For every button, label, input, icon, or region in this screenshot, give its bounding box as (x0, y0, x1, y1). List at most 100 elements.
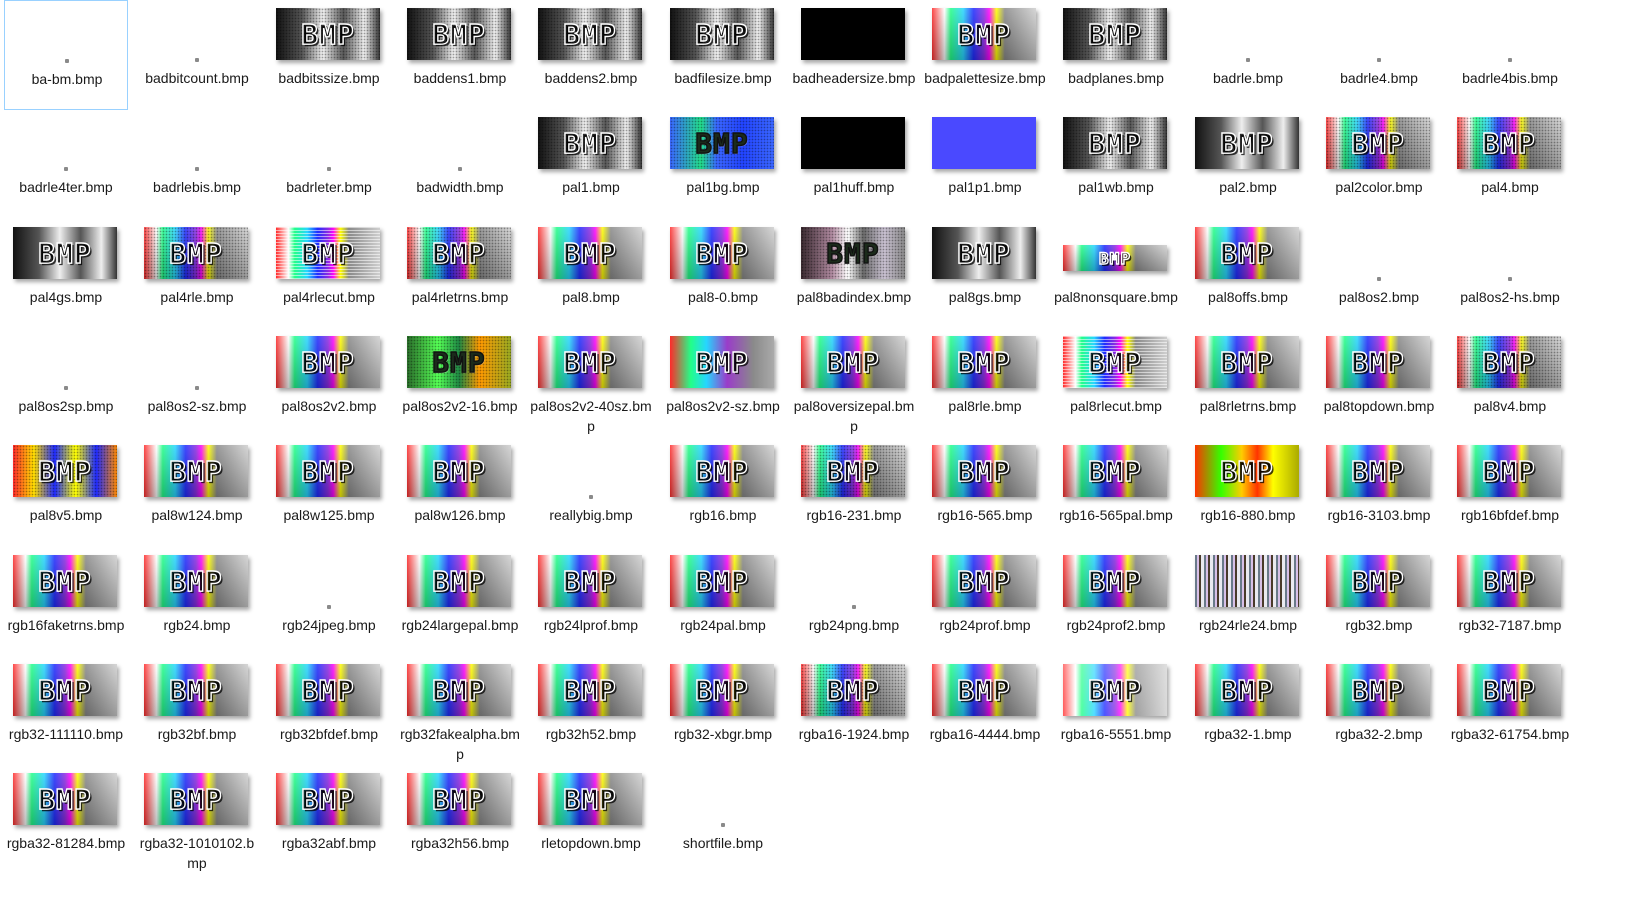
file-item[interactable]: BMP rgb32h52.bmp (529, 656, 653, 766)
file-item[interactable]: BMP rgb24lprof.bmp (529, 547, 653, 657)
file-item[interactable]: BMP badfilesize.bmp (661, 0, 785, 110)
file-item[interactable]: BMP rgb24.bmp (135, 547, 259, 657)
file-item[interactable]: BMP rgba32h56.bmp (398, 765, 522, 875)
file-item[interactable]: BMP badplanes.bmp (1054, 0, 1178, 110)
file-item[interactable]: rgb24jpeg.bmp (267, 547, 391, 657)
file-item[interactable]: BMP pal8.bmp (529, 219, 653, 329)
file-item[interactable]: BMP rgb16faketrns.bmp (4, 547, 128, 657)
file-item[interactable]: BMP rgb32bf.bmp (135, 656, 259, 766)
file-item[interactable]: BMP pal4rletrns.bmp (398, 219, 522, 329)
file-item[interactable]: BMP rgb16-3103.bmp (1317, 437, 1441, 547)
file-name-label: badrlebis.bmp (153, 179, 241, 195)
file-item[interactable]: badrle.bmp (1186, 0, 1310, 110)
file-item[interactable]: BMP pal8rletrns.bmp (1186, 328, 1310, 438)
file-item[interactable]: BMP rgb32.bmp (1317, 547, 1441, 657)
file-item[interactable]: BMP rgb24pal.bmp (661, 547, 785, 657)
file-item[interactable]: BMP pal8offs.bmp (1186, 219, 1310, 329)
file-item[interactable]: pal1huff.bmp (792, 109, 916, 219)
file-item[interactable]: BMP rgba32-81284.bmp (4, 765, 128, 875)
file-item[interactable]: BMP rgba32-2.bmp (1317, 656, 1441, 766)
file-item[interactable]: badrleter.bmp (267, 109, 391, 219)
file-item[interactable]: BMP pal2.bmp (1186, 109, 1310, 219)
file-item[interactable]: ba-bm.bmp (4, 0, 128, 110)
file-item[interactable]: badrlebis.bmp (135, 109, 259, 219)
file-item[interactable]: BMP baddens1.bmp (398, 0, 522, 110)
file-item[interactable]: BMP pal1wb.bmp (1054, 109, 1178, 219)
file-item[interactable]: BMP badbitssize.bmp (267, 0, 391, 110)
file-item[interactable]: badrle4bis.bmp (1448, 0, 1572, 110)
file-item[interactable]: BMP rgb16.bmp (661, 437, 785, 547)
file-item[interactable]: BMP rletopdown.bmp (529, 765, 653, 875)
file-item[interactable]: BMP pal8rlecut.bmp (1054, 328, 1178, 438)
file-name-label: rgb16-231.bmp (806, 507, 902, 523)
file-item[interactable]: BMP rgb32bfdef.bmp (267, 656, 391, 766)
file-item[interactable]: pal8os2-sz.bmp (135, 328, 259, 438)
file-item[interactable]: BMP pal8os2v2.bmp (267, 328, 391, 438)
file-name-label: pal8topdown.bmp (1323, 398, 1435, 414)
file-item[interactable]: BMP rgba32abf.bmp (267, 765, 391, 875)
file-item[interactable]: BMP pal8nonsquare.bmp (1054, 219, 1178, 329)
file-item[interactable]: BMP rgba16-4444.bmp (923, 656, 1047, 766)
file-item[interactable]: pal8os2.bmp (1317, 219, 1441, 329)
file-item[interactable]: BMP pal4gs.bmp (4, 219, 128, 329)
file-item[interactable]: BMP rgba16-5551.bmp (1054, 656, 1178, 766)
file-item[interactable]: badwidth.bmp (398, 109, 522, 219)
file-item[interactable]: badrle4.bmp (1317, 0, 1441, 110)
file-item[interactable]: BMP pal8v4.bmp (1448, 328, 1572, 438)
file-item[interactable]: BMP rgb16-565pal.bmp (1054, 437, 1178, 547)
file-item[interactable]: rgb24rle24.bmp (1186, 547, 1310, 657)
file-item[interactable]: BMP pal2color.bmp (1317, 109, 1441, 219)
file-item[interactable]: BMP rgb16bfdef.bmp (1448, 437, 1572, 547)
file-item[interactable]: BMP pal8gs.bmp (923, 219, 1047, 329)
file-item[interactable]: BMP badpalettesize.bmp (923, 0, 1047, 110)
file-item[interactable]: BMP rgb24largepal.bmp (398, 547, 522, 657)
file-name-label: rgb32-xbgr.bmp (673, 726, 773, 742)
file-item[interactable]: BMP pal8oversizepal.bmp (792, 328, 916, 438)
file-item[interactable]: BMP rgba16-1924.bmp (792, 656, 916, 766)
empty-preview-icon (195, 58, 199, 62)
file-item[interactable]: BMP pal8w125.bmp (267, 437, 391, 547)
file-item[interactable]: shortfile.bmp (661, 765, 785, 875)
file-item[interactable]: BMP rgb32-7187.bmp (1448, 547, 1572, 657)
file-item[interactable]: BMP pal8w124.bmp (135, 437, 259, 547)
file-item[interactable]: reallybig.bmp (529, 437, 653, 547)
file-item[interactable]: badrle4ter.bmp (4, 109, 128, 219)
file-item[interactable]: BMP pal1.bmp (529, 109, 653, 219)
file-item[interactable]: BMP pal8os2v2-16.bmp (398, 328, 522, 438)
bmp-logo: BMP (1088, 454, 1142, 488)
file-item[interactable]: BMP rgba32-1.bmp (1186, 656, 1310, 766)
file-item[interactable]: BMP rgb32-xbgr.bmp (661, 656, 785, 766)
bmp-logo: BMP (1088, 345, 1142, 379)
file-item[interactable]: BMP rgba32-61754.bmp (1448, 656, 1572, 766)
file-item[interactable]: pal8os2sp.bmp (4, 328, 128, 438)
file-item[interactable]: BMP pal8topdown.bmp (1317, 328, 1441, 438)
file-item[interactable]: BMP rgb32-111110.bmp (4, 656, 128, 766)
file-item[interactable]: BMP pal4.bmp (1448, 109, 1572, 219)
file-item[interactable]: BMP baddens2.bmp (529, 0, 653, 110)
file-item[interactable]: BMP pal4rlecut.bmp (267, 219, 391, 329)
image-thumbnail: BMP (1457, 336, 1561, 388)
file-item[interactable]: BMP pal8os2v2-sz.bmp (661, 328, 785, 438)
file-item[interactable]: rgb24png.bmp (792, 547, 916, 657)
file-item[interactable]: BMP pal8-0.bmp (661, 219, 785, 329)
file-item[interactable]: BMP rgba32-1010102.bmp (135, 765, 259, 875)
file-item[interactable]: BMP pal8os2v2-40sz.bmp (529, 328, 653, 438)
file-item[interactable]: BMP pal8v5.bmp (4, 437, 128, 547)
file-item[interactable]: BMP pal8w126.bmp (398, 437, 522, 547)
file-item[interactable]: pal1p1.bmp (923, 109, 1047, 219)
file-item[interactable]: BMP pal8badindex.bmp (792, 219, 916, 329)
file-item[interactable]: pal8os2-hs.bmp (1448, 219, 1572, 329)
file-name-label: pal8.bmp (562, 289, 620, 305)
file-item[interactable]: badbitcount.bmp (135, 0, 259, 110)
file-item[interactable]: BMP rgb16-880.bmp (1186, 437, 1310, 547)
file-item[interactable]: BMP rgb16-565.bmp (923, 437, 1047, 547)
file-item[interactable]: badheadersize.bmp (792, 0, 916, 110)
file-item[interactable]: BMP rgb24prof.bmp (923, 547, 1047, 657)
file-item[interactable]: BMP pal8rle.bmp (923, 328, 1047, 438)
file-item[interactable]: BMP rgb24prof2.bmp (1054, 547, 1178, 657)
file-item[interactable]: BMP pal4rle.bmp (135, 219, 259, 329)
bmp-logo: BMP (563, 236, 617, 270)
file-item[interactable]: BMP pal1bg.bmp (661, 109, 785, 219)
file-item[interactable]: BMP rgb32fakealpha.bmp (398, 656, 522, 766)
file-item[interactable]: BMP rgb16-231.bmp (792, 437, 916, 547)
